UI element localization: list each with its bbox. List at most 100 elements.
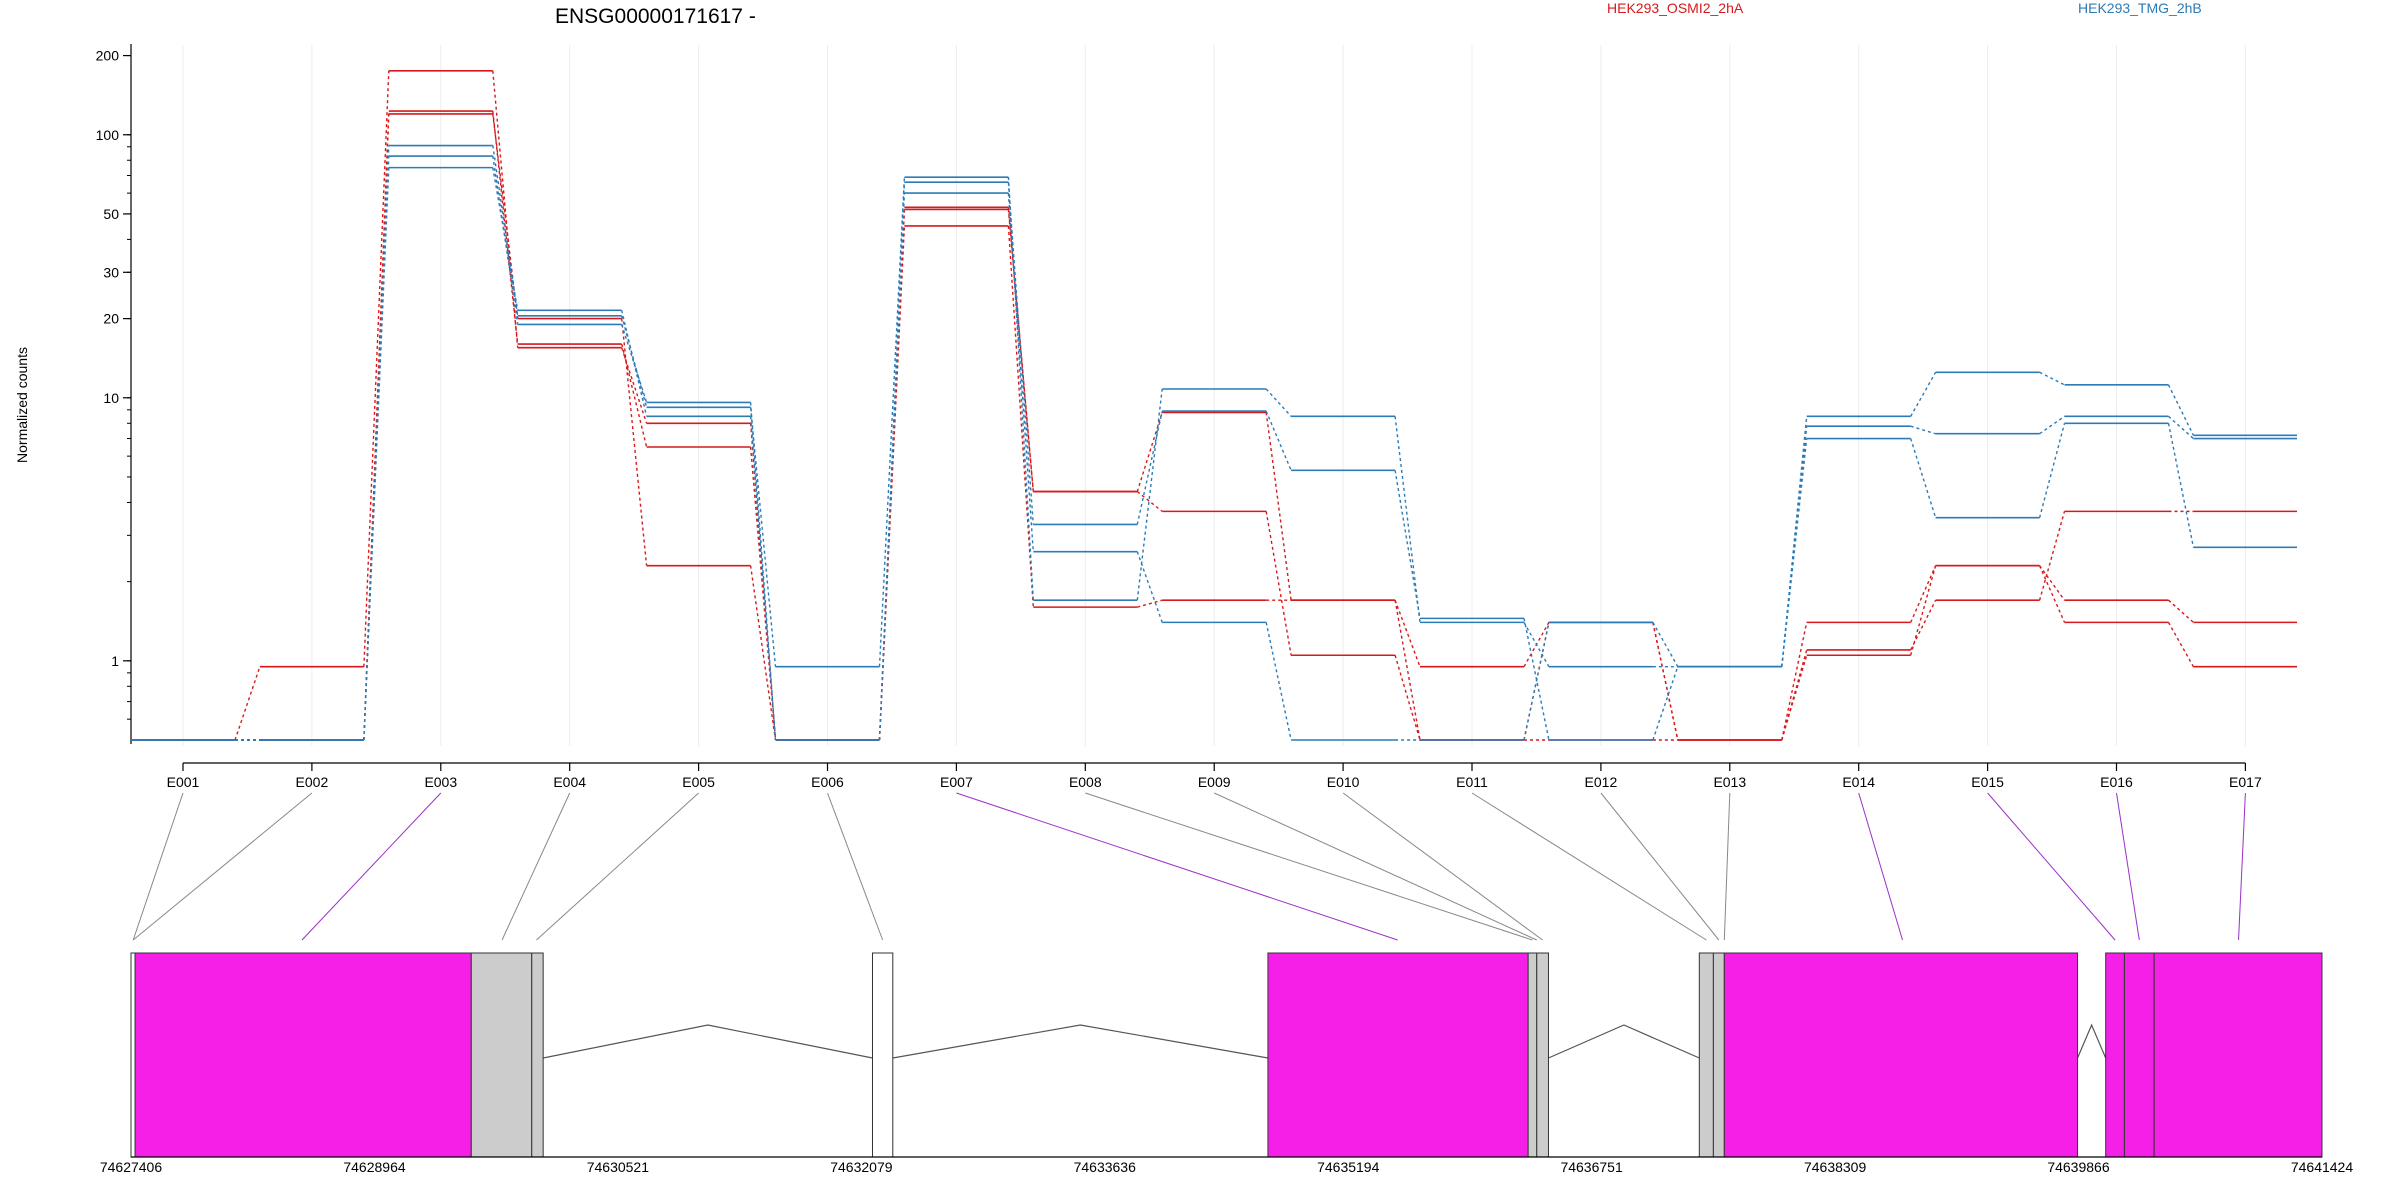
plot-axes: 1 10 20 30 50 100 200 E001 E002 E003 E004 E005 E006 E… xyxy=(96,44,2262,790)
series-3-link xyxy=(492,145,519,316)
connector-E013 xyxy=(1723,792,1731,941)
series-5-link xyxy=(878,193,906,741)
genomic-tick-label: 74632079 xyxy=(830,1159,893,1175)
intron-line xyxy=(543,1024,873,1059)
y-tick-label: 20 xyxy=(103,311,119,327)
series-1-link xyxy=(1136,491,1163,512)
connector-E007 xyxy=(956,792,1398,941)
x-tick-label: E007 xyxy=(940,774,973,790)
x-tick-label: E004 xyxy=(553,774,586,790)
exon-box-E010 xyxy=(1712,952,1725,1158)
genomic-tick-label: 74633636 xyxy=(1074,1159,1137,1175)
series-0-link xyxy=(1265,412,1292,601)
series-2-link xyxy=(1137,599,1163,608)
series-0-link xyxy=(1136,412,1163,492)
genomic-tick-label: 74635194 xyxy=(1317,1159,1380,1175)
x-tick-label: E012 xyxy=(1585,774,1618,790)
connector-E009 xyxy=(1213,792,1537,941)
series-lines xyxy=(131,70,2297,741)
series-5-link xyxy=(1910,438,1937,518)
series-5-link xyxy=(492,167,519,311)
connector-E015 xyxy=(1987,792,2116,941)
series-0-link xyxy=(1394,599,1421,667)
genomic-tick-label: 74628964 xyxy=(343,1159,406,1175)
exon-box-E007 xyxy=(1527,952,1538,1158)
connector-E003 xyxy=(301,792,442,941)
connector-E001 xyxy=(132,792,184,941)
x-tick-label: E011 xyxy=(1456,774,1488,790)
connector-E004 xyxy=(501,792,571,941)
exon-box-E002 xyxy=(134,952,472,1158)
legend-entry-series-b: HEK293_TMG_2hB xyxy=(2078,0,2202,16)
connector-E005 xyxy=(536,792,699,941)
series-3-link xyxy=(1523,622,1550,668)
connector-E010 xyxy=(1342,792,1543,941)
connector-E016 xyxy=(2116,792,2140,941)
connector-E017 xyxy=(2238,792,2246,941)
genomic-tick-label: 74639866 xyxy=(2047,1159,2110,1175)
connector-E014 xyxy=(1858,792,1903,941)
genomic-tick-label: 74636751 xyxy=(1560,1159,1623,1175)
chart-title: ENSG00000171617 - xyxy=(555,5,756,28)
x-tick-label: E001 xyxy=(167,774,200,790)
y-tick-label: 1 xyxy=(111,653,119,669)
series-4-link xyxy=(1394,470,1421,619)
series-1-link xyxy=(2038,511,2066,601)
exon-box-E011 xyxy=(1723,952,2079,1158)
intron-line xyxy=(892,1024,1269,1059)
series-5 xyxy=(131,166,2297,741)
series-2-link xyxy=(1394,600,1421,741)
exon-box-E012 xyxy=(2105,952,2125,1158)
gene-model-track: 74627406 74628964 74630521 74632079 74633636… xyxy=(100,952,2354,1175)
series-1-link xyxy=(1394,655,1421,741)
series-4-link xyxy=(1652,666,1679,741)
x-tick-label: E015 xyxy=(1971,774,2004,790)
x-tick-label: E008 xyxy=(1069,774,1102,790)
series-0-link xyxy=(492,70,519,348)
x-tick-label: E013 xyxy=(1713,774,1746,790)
series-5-link xyxy=(1652,622,1679,668)
x-tick-label: E002 xyxy=(296,774,329,790)
x-tick-label: E016 xyxy=(2100,774,2133,790)
x-tick-label: E003 xyxy=(424,774,457,790)
series-0-link xyxy=(621,347,648,424)
series-1-link xyxy=(1652,622,1679,741)
series-0-link xyxy=(2039,565,2066,601)
series-3-link xyxy=(1910,371,1937,417)
series-0-link xyxy=(363,70,390,667)
series-2-link xyxy=(1007,225,1034,608)
series-3-link xyxy=(2167,384,2195,436)
genomic-tick-label: 74641424 xyxy=(2291,1159,2354,1175)
exon-box-E009 xyxy=(1698,952,1714,1158)
x-tick-label: E006 xyxy=(811,774,844,790)
connector-E008 xyxy=(1085,792,1533,941)
connector-E011 xyxy=(1471,792,1707,941)
genomic-tick-label: 74630521 xyxy=(587,1159,650,1175)
y-tick-label: 200 xyxy=(96,48,120,64)
x-tick-label: E014 xyxy=(1842,774,1875,790)
exon-box-E006 xyxy=(1267,952,1529,1158)
series-0-link xyxy=(2168,599,2194,623)
series-5-link xyxy=(1136,551,1163,623)
series-2-link xyxy=(2167,622,2195,668)
series-4-link xyxy=(1265,410,1292,471)
y-tick-label: 30 xyxy=(103,264,119,280)
series-5-link xyxy=(1781,438,1808,667)
connector-E012 xyxy=(1600,792,1720,941)
series-3-link xyxy=(1136,388,1163,601)
exon-box-E008 xyxy=(1536,952,1549,1158)
exon-box-E004 xyxy=(531,952,544,1158)
series-5-link xyxy=(621,310,648,417)
series-4-link xyxy=(1910,425,1936,435)
exon-box-E003 xyxy=(470,952,533,1158)
series-1-link xyxy=(749,446,777,741)
series-3-link xyxy=(1265,388,1292,417)
series-3-link xyxy=(2039,371,2065,386)
y-tick-label: 50 xyxy=(103,206,119,222)
bin-connector-lines xyxy=(132,792,2246,941)
series-3-link xyxy=(1394,416,1421,623)
exon-box-E001 xyxy=(130,952,136,1158)
series-5-link xyxy=(1265,622,1292,741)
